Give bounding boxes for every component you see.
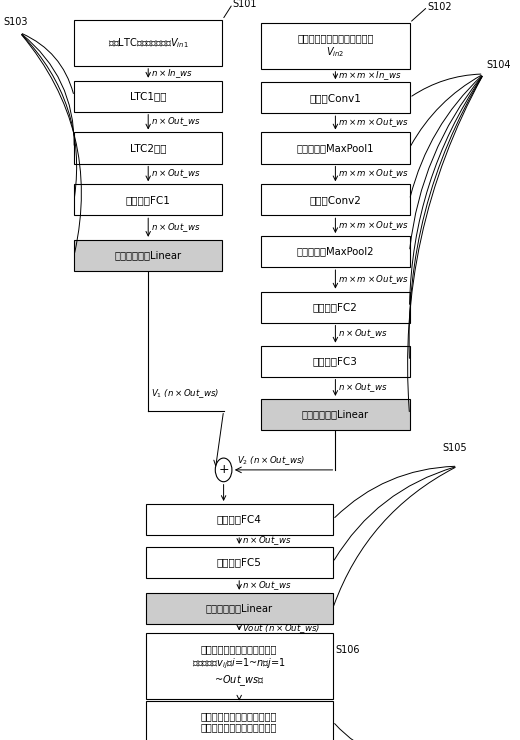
Bar — [146, 701, 333, 740]
Text: 全连接层FC2: 全连接层FC2 — [313, 302, 358, 312]
Text: $m\times m\times In\_ws$: $m\times m\times In\_ws$ — [338, 69, 401, 82]
Bar — [146, 504, 333, 535]
Text: 计算每一时刻的每一台风机可
获得功率以及风电场调频能量: 计算每一时刻的每一台风机可 获得功率以及风电场调频能量 — [201, 710, 277, 733]
Bar — [74, 132, 223, 164]
Bar — [74, 184, 223, 215]
Text: $n\times In\_ws$: $n\times In\_ws$ — [151, 67, 192, 80]
Text: $m\times m\times Out\_ws$: $m\times m\times Out\_ws$ — [338, 167, 409, 181]
Text: $m\times m\times Out\_ws$: $m\times m\times Out\_ws$ — [338, 116, 409, 130]
Text: 最大池化层MaxPool2: 最大池化层MaxPool2 — [296, 246, 374, 257]
Text: 修正线性单元Linear: 修正线性单元Linear — [205, 603, 273, 613]
Bar — [146, 633, 333, 699]
Text: $m\times m\times Out\_ws$: $m\times m\times Out\_ws$ — [338, 273, 409, 286]
Text: 全连接层FC4: 全连接层FC4 — [217, 514, 262, 525]
Text: LTC1网络: LTC1网络 — [130, 91, 166, 101]
Text: $n\times Out\_ws$: $n\times Out\_ws$ — [151, 115, 200, 129]
Text: 卷积层Conv1: 卷积层Conv1 — [309, 92, 361, 103]
Text: 最大池化层MaxPool1: 最大池化层MaxPool1 — [296, 143, 374, 153]
Text: S106: S106 — [335, 645, 360, 655]
Text: $n\times Out\_ws$: $n\times Out\_ws$ — [242, 579, 291, 592]
Text: S104: S104 — [486, 60, 511, 70]
Bar — [262, 346, 410, 377]
Text: $n\times Out\_ws$: $n\times Out\_ws$ — [338, 328, 387, 340]
Text: $n\times Out\_ws$: $n\times Out\_ws$ — [242, 534, 291, 548]
Bar — [74, 240, 223, 271]
Text: +: + — [218, 463, 229, 477]
Text: $n\times Out\_ws$: $n\times Out\_ws$ — [151, 167, 200, 181]
Text: S105: S105 — [443, 443, 467, 453]
Text: $n\times Out\_ws$: $n\times Out\_ws$ — [151, 221, 200, 234]
Text: 全连接层FC5: 全连接层FC5 — [217, 557, 262, 568]
Text: 预测到的每一时刻的每一台风
机经期风速$v_{ij}$（$i$=1~$n$，$j$=1
~$Out\_ws$）: 预测到的每一时刻的每一台风 机经期风速$v_{ij}$（$i$=1~$n$，$j… — [192, 645, 286, 687]
Bar — [262, 236, 410, 267]
Text: $n\times Out\_ws$: $n\times Out\_ws$ — [338, 381, 387, 394]
Text: S101: S101 — [233, 0, 257, 9]
Text: 确定卷积神经网络链路的输入
$V_{in2}$: 确定卷积神经网络链路的输入 $V_{in2}$ — [297, 33, 373, 58]
Text: 修正线性单元Linear: 修正线性单元Linear — [302, 409, 369, 420]
Text: 全连接层FC3: 全连接层FC3 — [313, 356, 358, 366]
Text: S103: S103 — [3, 17, 28, 27]
Bar — [262, 184, 410, 215]
Text: $V_2$ ($n\times Out\_ws$): $V_2$ ($n\times Out\_ws$) — [237, 454, 305, 468]
Bar — [146, 593, 333, 624]
Text: LTC2网络: LTC2网络 — [130, 143, 166, 153]
Text: 修正线性单元Linear: 修正线性单元Linear — [114, 250, 182, 260]
Bar — [146, 547, 333, 578]
Text: S102: S102 — [427, 1, 452, 12]
Bar — [74, 81, 223, 112]
Bar — [262, 399, 410, 430]
Bar — [262, 292, 410, 323]
Text: $V_1$ ($n\times Out\_ws$): $V_1$ ($n\times Out\_ws$) — [151, 387, 219, 400]
Text: $m\times m\times Out\_ws$: $m\times m\times Out\_ws$ — [338, 219, 409, 232]
Bar — [262, 82, 410, 113]
Bar — [262, 132, 410, 164]
Text: 卷积层Conv2: 卷积层Conv2 — [309, 195, 361, 205]
Text: $Vout$ ($n\times Out\_ws$): $Vout$ ($n\times Out\_ws$) — [242, 622, 320, 635]
Text: 全连接层FC1: 全连接层FC1 — [126, 195, 171, 205]
Circle shape — [215, 458, 232, 482]
Text: 确定LTC网络链路的输入$V_{in1}$: 确定LTC网络链路的输入$V_{in1}$ — [108, 36, 189, 50]
Bar — [74, 20, 223, 66]
Bar — [262, 23, 410, 69]
